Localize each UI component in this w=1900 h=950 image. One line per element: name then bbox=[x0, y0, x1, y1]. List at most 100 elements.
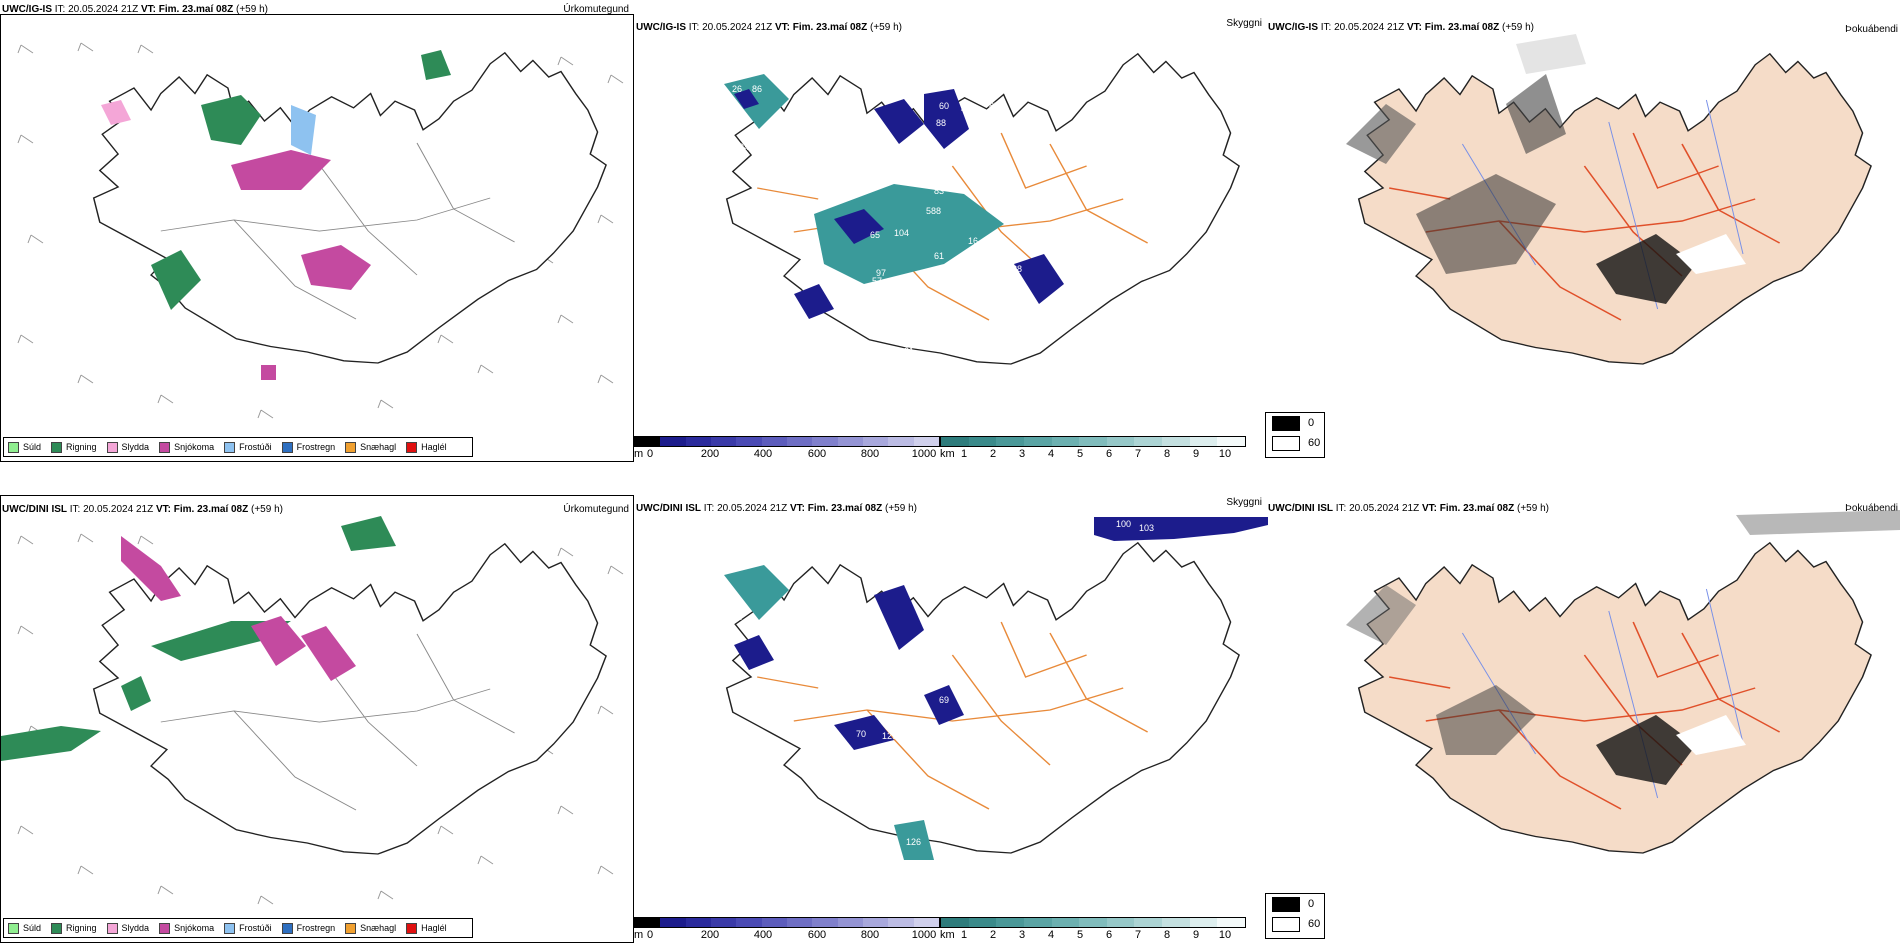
lead-time: (+59 h) bbox=[236, 4, 268, 15]
scale-tick: 2 bbox=[989, 929, 997, 941]
scale-tick: 9 bbox=[1192, 448, 1200, 460]
vis-label: 84 bbox=[964, 156, 974, 166]
fog-map bbox=[1346, 510, 1900, 854]
visibility-scale-km: km 1 2 3 4 5 6 7 8 9 10 bbox=[940, 436, 1246, 462]
legend-item: Súld bbox=[8, 441, 41, 453]
it-label: IT: bbox=[54, 4, 66, 15]
vis-label: 57 bbox=[872, 276, 882, 286]
scale-tick: 7 bbox=[1134, 448, 1142, 460]
vis-label: 50 bbox=[934, 156, 944, 166]
scale-tick: 0 bbox=[646, 448, 654, 460]
vis-label: 31 bbox=[994, 737, 1004, 747]
visibility-map: 26 86 94 60 47 87 88 58 50 84 83 588 65 … bbox=[724, 53, 1240, 386]
panel-title: Úrkomutegund bbox=[563, 504, 629, 515]
roads bbox=[160, 142, 515, 320]
vis-label: 31 bbox=[904, 346, 914, 356]
legend-item: Snæhagl bbox=[345, 441, 396, 453]
fog-shading bbox=[1346, 34, 1746, 304]
roads bbox=[757, 621, 1148, 810]
scale-tick: 10 bbox=[1218, 929, 1232, 941]
visibility-area-offshore bbox=[1094, 517, 1268, 541]
roads bbox=[1389, 132, 1781, 321]
scale-tick: 600 bbox=[807, 929, 827, 941]
vis-label: 115 bbox=[928, 639, 942, 649]
fog-legend-label: 60 bbox=[1308, 437, 1321, 449]
panel-title: Þokuábendi bbox=[1845, 24, 1898, 35]
legend-item: Slydda bbox=[106, 922, 149, 934]
vis-label: 129 bbox=[882, 731, 897, 741]
legend-item: Frostregn bbox=[281, 441, 335, 453]
model-name: UWC/IG-IS bbox=[1268, 22, 1318, 33]
init-time: 20.05.2024 21Z bbox=[68, 4, 139, 15]
panel-title: Skyggni bbox=[1226, 18, 1262, 29]
precip-map bbox=[17, 42, 624, 419]
scale-tick: 2 bbox=[989, 448, 997, 460]
panel-header: UWC/DINI ISL IT: 20.05.2024 21Z VT: Fim.… bbox=[2, 504, 283, 515]
vis-label: 87 bbox=[989, 101, 999, 111]
scale-tick: 5 bbox=[1076, 448, 1084, 460]
scale-tick: 8 bbox=[1163, 929, 1171, 941]
precip-legend: Súld Rigning Slydda Snjókoma Frostúði Fr… bbox=[3, 437, 473, 457]
legend-item: Snjókoma bbox=[159, 922, 214, 934]
wind-barbs bbox=[17, 42, 624, 419]
fog-map bbox=[1346, 34, 1872, 365]
vis-label: 88 bbox=[936, 118, 946, 128]
visibility-areas bbox=[724, 74, 1064, 319]
scale-tick: 400 bbox=[753, 448, 773, 460]
vis-label: 103 bbox=[1139, 523, 1154, 533]
vis-label: 60 bbox=[939, 101, 949, 111]
precip-type-panel-row2: UWC/DINI ISL IT: 20.05.2024 21Z VT: Fim.… bbox=[0, 495, 634, 943]
vis-label: 97 bbox=[876, 268, 886, 278]
visibility-labels: 26 86 94 60 47 87 88 58 50 84 83 588 65 … bbox=[732, 84, 1026, 386]
scale-tick: 1 bbox=[960, 929, 968, 941]
wind-barbs bbox=[17, 533, 624, 905]
vis-label: 88 bbox=[1012, 264, 1022, 274]
vis-label: 104 bbox=[894, 228, 909, 238]
model-name: UWC/IG-IS bbox=[2, 4, 52, 15]
vis-label: 26 bbox=[732, 84, 742, 94]
roads bbox=[160, 633, 515, 811]
vis-label: 91 bbox=[834, 302, 844, 312]
vis-label: 47 bbox=[961, 104, 971, 114]
legend-item: Súld bbox=[8, 922, 41, 934]
panel-title: Þokuábendi bbox=[1845, 503, 1898, 514]
scale-tick: 800 bbox=[860, 929, 880, 941]
vis-label: 74 bbox=[996, 300, 1006, 310]
fog-legend: 0 60 bbox=[1265, 893, 1325, 939]
legend-item: Haglél bbox=[406, 441, 447, 453]
scale-tick: 800 bbox=[860, 448, 880, 460]
scale-tick: 4 bbox=[1047, 929, 1055, 941]
scale-tick: 1 bbox=[960, 448, 968, 460]
scale-unit: km bbox=[940, 448, 955, 460]
precip-areas bbox=[101, 50, 451, 380]
scale-tick: 9 bbox=[1192, 929, 1200, 941]
vis-label: 65 bbox=[870, 230, 880, 240]
legend-item: Rigning bbox=[51, 922, 97, 934]
scale-tick: 3 bbox=[1018, 929, 1026, 941]
scale-tick: 600 bbox=[807, 448, 827, 460]
legend-item: Frostúði bbox=[224, 922, 272, 934]
panel-title: Skyggni bbox=[1226, 497, 1262, 508]
visibility-scale-km: km 1 2 3 4 5 6 7 8 9 10 bbox=[940, 917, 1246, 943]
model-name: UWC/DINI ISL bbox=[1268, 503, 1333, 514]
coastline bbox=[725, 542, 1240, 854]
legend-item: Snæhagl bbox=[345, 922, 396, 934]
scale-unit: m bbox=[634, 929, 644, 941]
vis-label: 100 bbox=[1116, 519, 1131, 529]
vis-label: 16 bbox=[968, 236, 978, 246]
vis-label: 58 bbox=[894, 146, 904, 156]
visibility-labels: 100 103 66 69 129 115 126 31 57 70 bbox=[734, 519, 1154, 847]
scale-tick: 400 bbox=[753, 929, 773, 941]
scale-tick: 6 bbox=[1105, 448, 1113, 460]
scale-tick: 4 bbox=[1047, 448, 1055, 460]
fog-legend: 0 60 bbox=[1265, 412, 1325, 458]
visibility-map: 100 103 66 69 129 115 126 31 57 70 bbox=[724, 517, 1268, 860]
scale-unit: km bbox=[940, 929, 955, 941]
scale-tick: 200 bbox=[700, 929, 720, 941]
fog-shading bbox=[1346, 510, 1900, 785]
roads bbox=[1389, 621, 1781, 810]
model-name: UWC/DINI ISL bbox=[636, 503, 701, 514]
panel-header: UWC/IG-IS IT: 20.05.2024 21Z VT: Fim. 23… bbox=[2, 4, 268, 15]
fog-panel-row2: UWC/DINI ISL IT: 20.05.2024 21Z VT: Fim.… bbox=[1265, 495, 1900, 943]
vis-label: 83 bbox=[934, 186, 944, 196]
